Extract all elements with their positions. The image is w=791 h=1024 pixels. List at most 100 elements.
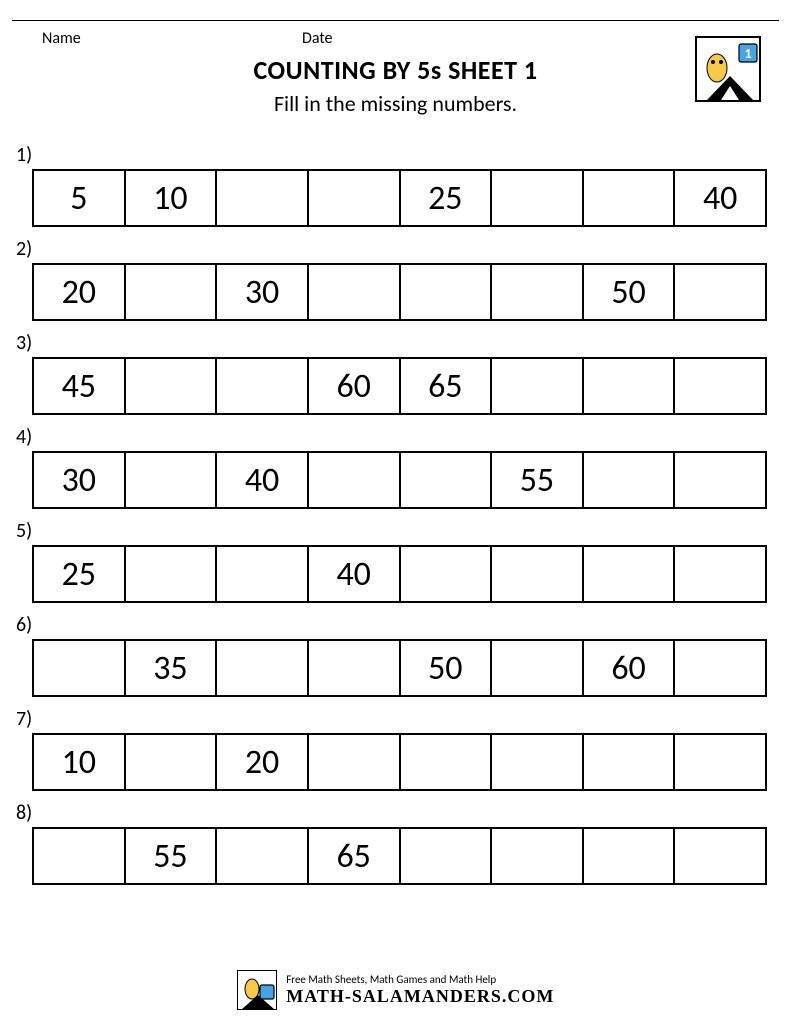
number-cell[interactable]	[675, 453, 767, 507]
number-cell[interactable]: 55	[126, 829, 218, 883]
question-row: 1) 510 25 40	[14, 143, 773, 227]
number-cell[interactable]	[309, 735, 401, 789]
number-cell[interactable]	[126, 547, 218, 601]
worksheet-rows: 1)51025402)2030503)4560654)3040555)25406…	[12, 143, 779, 885]
number-cell[interactable]	[492, 735, 584, 789]
number-cell[interactable]: 60	[584, 641, 676, 695]
number-cell[interactable]	[34, 641, 126, 695]
number-row: 55 65	[32, 827, 767, 885]
number-cell[interactable]	[126, 265, 218, 319]
title-block: COUNTING BY 5s SHEET 1 Fill in the missi…	[12, 54, 779, 117]
page-top-rule	[12, 20, 779, 21]
salamander-icon: 1	[697, 38, 763, 104]
number-cell[interactable]	[126, 359, 218, 413]
number-cell[interactable]	[492, 829, 584, 883]
number-cell[interactable]: 25	[34, 547, 126, 601]
number-row: 35 50 60	[32, 639, 767, 697]
number-cell[interactable]	[584, 171, 676, 225]
number-cell[interactable]: 40	[309, 547, 401, 601]
number-cell[interactable]: 30	[34, 453, 126, 507]
number-cell[interactable]: 65	[309, 829, 401, 883]
number-cell[interactable]: 35	[126, 641, 218, 695]
page-footer: Free Math Sheets, Math Games and Math He…	[0, 970, 791, 1010]
number-cell[interactable]	[217, 641, 309, 695]
footer-logo	[237, 970, 277, 1010]
question-label: 4)	[16, 425, 773, 449]
number-cell[interactable]	[126, 453, 218, 507]
question-label: 3)	[16, 331, 773, 355]
number-cell[interactable]	[492, 359, 584, 413]
footer-text: Free Math Sheets, Math Games and Math He…	[286, 973, 554, 1007]
number-cell[interactable]: 50	[401, 641, 493, 695]
number-row: 25 40	[32, 545, 767, 603]
number-cell[interactable]	[309, 171, 401, 225]
question-label: 8)	[16, 801, 773, 825]
number-cell[interactable]	[217, 359, 309, 413]
number-cell[interactable]	[492, 547, 584, 601]
number-cell[interactable]	[126, 735, 218, 789]
number-cell[interactable]	[584, 735, 676, 789]
number-cell[interactable]	[309, 265, 401, 319]
number-cell[interactable]: 40	[217, 453, 309, 507]
number-cell[interactable]	[217, 829, 309, 883]
number-row: 10 20	[32, 733, 767, 791]
number-row: 30 40 55	[32, 451, 767, 509]
number-cell[interactable]	[584, 829, 676, 883]
brand-logo: 1	[695, 36, 761, 102]
number-cell[interactable]	[217, 171, 309, 225]
number-cell[interactable]: 45	[34, 359, 126, 413]
number-cell[interactable]	[217, 547, 309, 601]
number-cell[interactable]: 10	[126, 171, 218, 225]
number-cell[interactable]	[675, 547, 767, 601]
number-cell[interactable]	[401, 453, 493, 507]
footer-tagline: Free Math Sheets, Math Games and Math He…	[286, 973, 554, 986]
question-label: 6)	[16, 613, 773, 637]
number-cell[interactable]: 5	[34, 171, 126, 225]
number-cell[interactable]: 10	[34, 735, 126, 789]
number-cell[interactable]	[584, 453, 676, 507]
number-cell[interactable]	[675, 829, 767, 883]
number-cell[interactable]: 65	[401, 359, 493, 413]
date-label: Date	[302, 29, 749, 48]
number-cell[interactable]	[492, 265, 584, 319]
number-cell[interactable]	[492, 171, 584, 225]
number-cell[interactable]	[309, 453, 401, 507]
question-row: 6) 35 50 60	[14, 613, 773, 697]
footer-site: MATH-SALAMANDERS.COM	[286, 986, 554, 1007]
salamander-small-icon	[238, 971, 278, 1011]
number-cell[interactable]	[584, 547, 676, 601]
number-cell[interactable]: 40	[675, 171, 767, 225]
number-cell[interactable]	[584, 359, 676, 413]
number-cell[interactable]	[401, 265, 493, 319]
number-cell[interactable]	[401, 829, 493, 883]
number-cell[interactable]	[492, 641, 584, 695]
number-row: 510 25 40	[32, 169, 767, 227]
number-cell[interactable]	[401, 547, 493, 601]
number-row: 20 30 50	[32, 263, 767, 321]
worksheet-instructions: Fill in the missing numbers.	[12, 90, 779, 117]
number-cell[interactable]: 20	[217, 735, 309, 789]
question-row: 2)203050	[14, 237, 773, 321]
number-cell[interactable]: 20	[34, 265, 126, 319]
number-cell[interactable]: 50	[584, 265, 676, 319]
number-cell[interactable]: 55	[492, 453, 584, 507]
number-cell[interactable]: 25	[401, 171, 493, 225]
number-cell[interactable]	[675, 265, 767, 319]
header-line: Name Date	[12, 29, 779, 48]
number-cell[interactable]	[34, 829, 126, 883]
number-cell[interactable]	[675, 359, 767, 413]
number-cell[interactable]	[309, 641, 401, 695]
question-row: 5) 25 40	[14, 519, 773, 603]
name-label: Name	[42, 29, 302, 48]
number-cell[interactable]: 60	[309, 359, 401, 413]
question-label: 5)	[16, 519, 773, 543]
number-cell[interactable]	[401, 735, 493, 789]
number-row: 45 6065	[32, 357, 767, 415]
number-cell[interactable]: 30	[217, 265, 309, 319]
question-row: 8) 55 65	[14, 801, 773, 885]
question-label: 1)	[16, 143, 773, 167]
number-cell[interactable]	[675, 735, 767, 789]
number-cell[interactable]	[675, 641, 767, 695]
question-label: 7)	[16, 707, 773, 731]
question-row: 3) 45 6065	[14, 331, 773, 415]
